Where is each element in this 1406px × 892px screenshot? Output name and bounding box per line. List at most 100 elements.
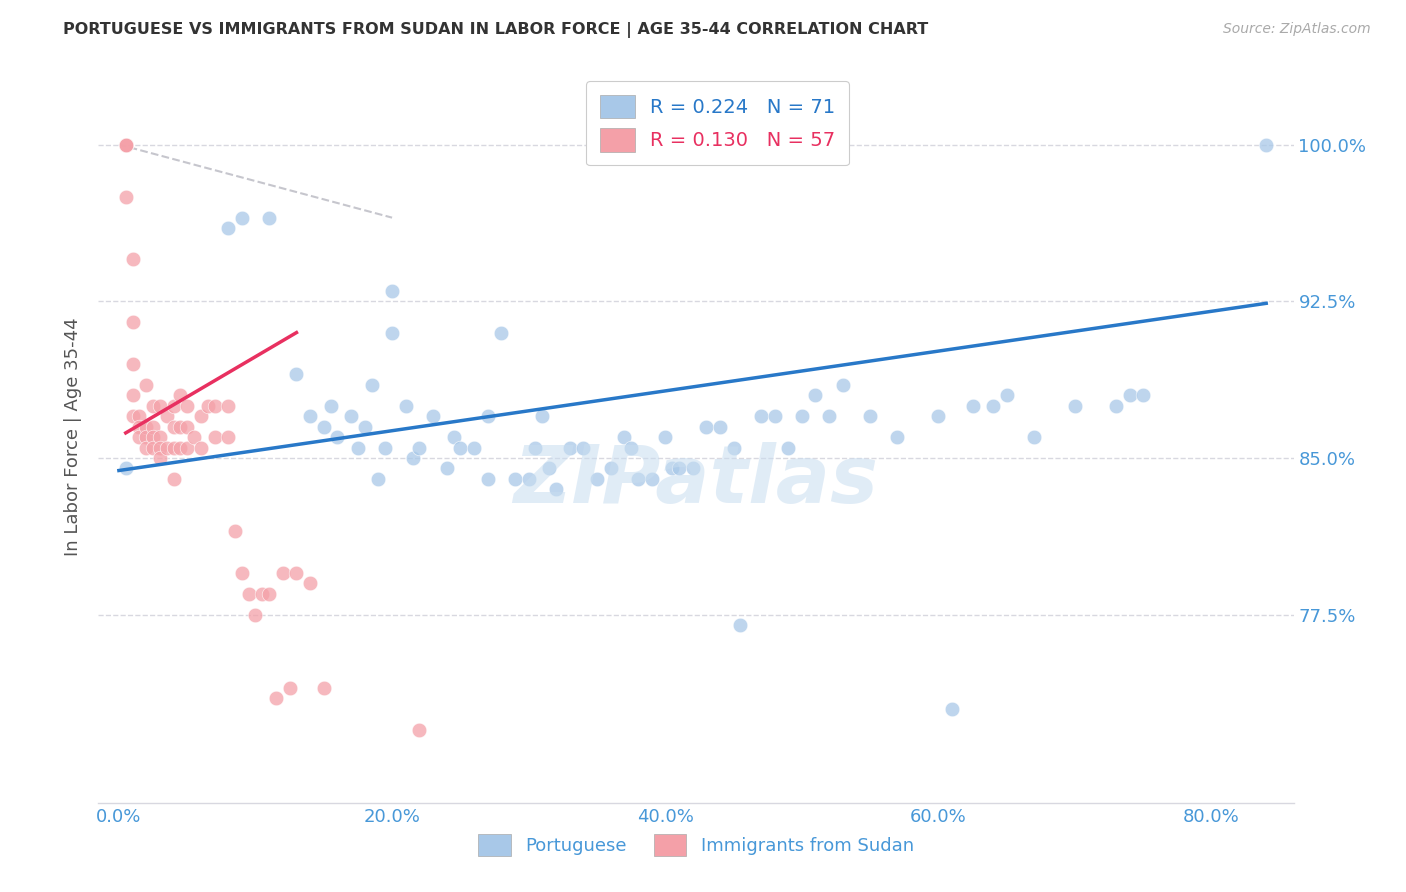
Point xyxy=(790,409,813,424)
Point xyxy=(1105,399,1128,413)
Point xyxy=(121,252,143,267)
Legend: Portuguese, Immigrants from Sudan: Portuguese, Immigrants from Sudan xyxy=(471,827,921,863)
Point xyxy=(285,368,308,382)
Point xyxy=(183,430,205,444)
Point xyxy=(640,472,662,486)
Text: ZIPatlas: ZIPatlas xyxy=(513,442,879,520)
Point xyxy=(312,419,335,434)
Point xyxy=(804,388,827,402)
Point xyxy=(204,399,226,413)
Point xyxy=(231,566,253,580)
Point xyxy=(190,441,212,455)
Point xyxy=(169,419,191,434)
Point xyxy=(381,326,404,340)
Point xyxy=(176,441,198,455)
Point xyxy=(197,399,219,413)
Point xyxy=(360,377,382,392)
Point xyxy=(381,284,404,298)
Point xyxy=(114,137,136,152)
Point xyxy=(121,315,143,329)
Point xyxy=(627,472,650,486)
Point xyxy=(271,566,294,580)
Point xyxy=(1256,137,1278,152)
Point xyxy=(477,409,499,424)
Point xyxy=(114,461,136,475)
Point xyxy=(142,441,165,455)
Point xyxy=(135,377,157,392)
Point xyxy=(114,190,136,204)
Point xyxy=(149,430,172,444)
Point xyxy=(886,430,908,444)
Point xyxy=(149,399,172,413)
Point xyxy=(176,419,198,434)
Point xyxy=(395,399,418,413)
Point xyxy=(149,441,172,455)
Point xyxy=(695,419,717,434)
Point xyxy=(135,430,157,444)
Point xyxy=(340,409,363,424)
Point xyxy=(723,441,745,455)
Point xyxy=(353,419,375,434)
Point xyxy=(278,681,301,695)
Point xyxy=(176,399,198,413)
Point xyxy=(981,399,1004,413)
Point xyxy=(231,211,253,225)
Point xyxy=(238,587,260,601)
Point xyxy=(1064,399,1087,413)
Point xyxy=(422,409,444,424)
Point xyxy=(730,618,752,632)
Point xyxy=(613,430,636,444)
Point xyxy=(503,472,526,486)
Point xyxy=(149,450,172,465)
Point xyxy=(661,461,683,475)
Point xyxy=(257,587,280,601)
Point xyxy=(517,472,540,486)
Point xyxy=(477,472,499,486)
Point xyxy=(128,409,150,424)
Point xyxy=(217,399,239,413)
Point xyxy=(142,419,165,434)
Point xyxy=(572,441,595,455)
Point xyxy=(709,419,731,434)
Point xyxy=(312,681,335,695)
Point xyxy=(257,211,280,225)
Point xyxy=(162,472,184,486)
Point xyxy=(121,388,143,402)
Point xyxy=(299,576,322,591)
Point xyxy=(408,723,430,737)
Point xyxy=(128,430,150,444)
Point xyxy=(831,377,853,392)
Point xyxy=(436,461,458,475)
Point xyxy=(538,461,561,475)
Point xyxy=(586,472,609,486)
Point xyxy=(169,441,191,455)
Point xyxy=(401,450,423,465)
Point xyxy=(859,409,882,424)
Text: Source: ZipAtlas.com: Source: ZipAtlas.com xyxy=(1223,22,1371,37)
Point xyxy=(319,399,342,413)
Point xyxy=(217,221,239,235)
Point xyxy=(162,441,184,455)
Point xyxy=(941,702,963,716)
Point xyxy=(682,461,704,475)
Text: PORTUGUESE VS IMMIGRANTS FROM SUDAN IN LABOR FORCE | AGE 35-44 CORRELATION CHART: PORTUGUESE VS IMMIGRANTS FROM SUDAN IN L… xyxy=(63,22,928,38)
Point xyxy=(114,137,136,152)
Point xyxy=(114,137,136,152)
Point xyxy=(463,441,485,455)
Point xyxy=(962,399,984,413)
Point xyxy=(995,388,1018,402)
Point xyxy=(142,399,165,413)
Point xyxy=(156,409,179,424)
Point xyxy=(668,461,690,475)
Point xyxy=(121,357,143,371)
Point xyxy=(524,441,547,455)
Point xyxy=(443,430,465,444)
Y-axis label: In Labor Force | Age 35-44: In Labor Force | Age 35-44 xyxy=(65,318,83,557)
Point xyxy=(128,419,150,434)
Point xyxy=(264,691,287,706)
Point xyxy=(778,441,800,455)
Point xyxy=(121,409,143,424)
Point xyxy=(217,430,239,444)
Point xyxy=(558,441,581,455)
Point xyxy=(299,409,322,424)
